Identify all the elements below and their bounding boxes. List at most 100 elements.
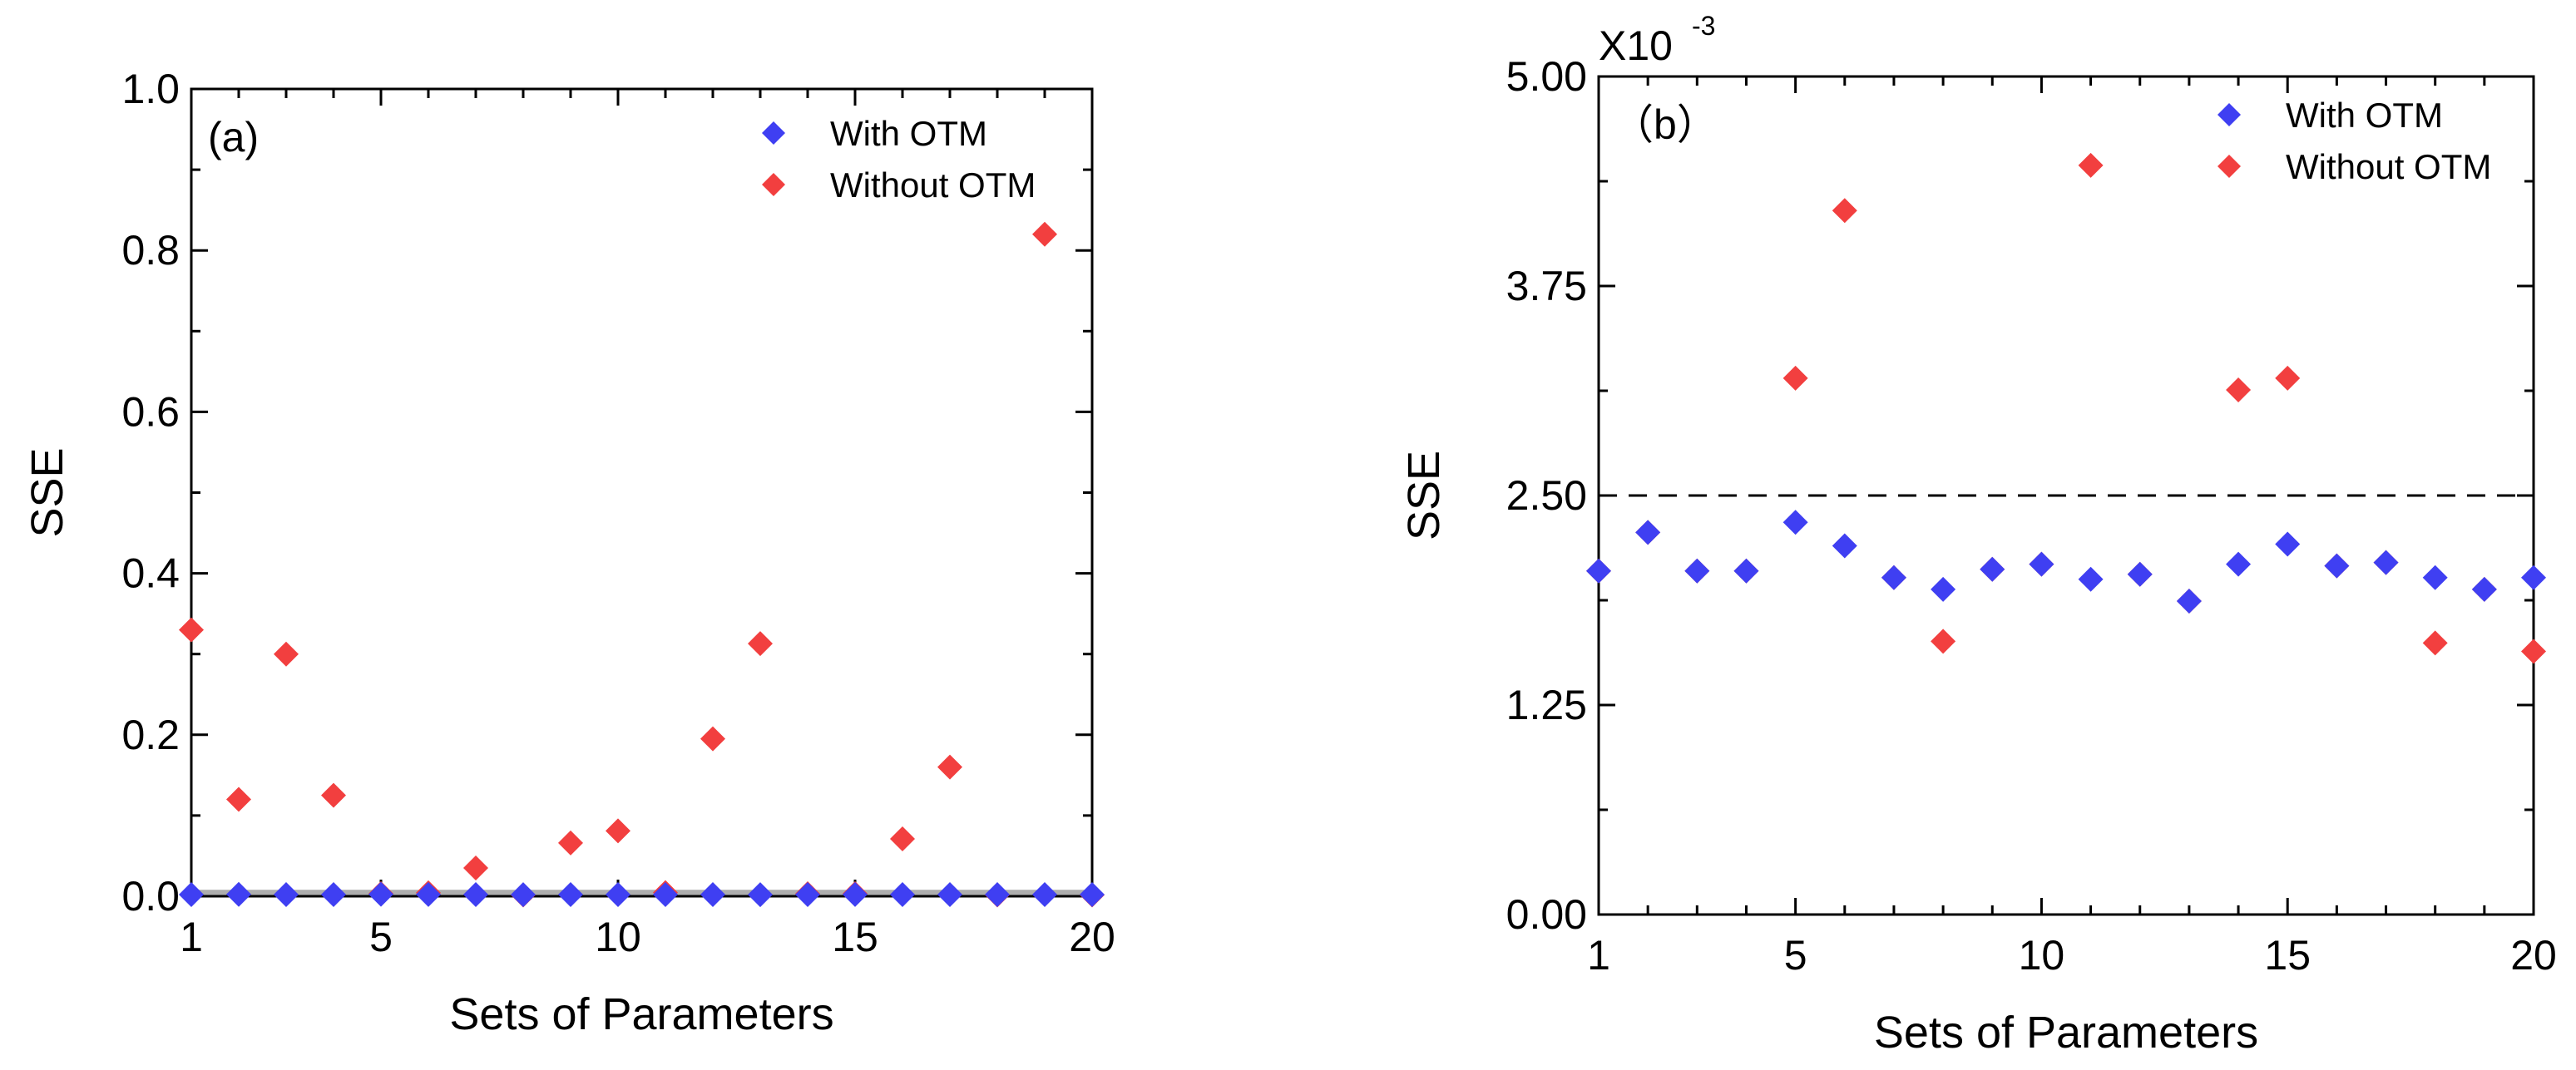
data-point-with-otm xyxy=(321,881,346,907)
data-point-with-otm xyxy=(2373,550,2399,575)
x-tick-label: 10 xyxy=(595,914,641,960)
y-tick-label: 0.4 xyxy=(121,550,180,597)
x-axis-title: Sets of Parameters xyxy=(1874,1008,2258,1058)
panel-label: （b） xyxy=(1612,101,1718,148)
data-point-with-otm xyxy=(558,881,583,907)
data-point-with-otm xyxy=(1032,882,1057,908)
data-point-with-otm xyxy=(1782,510,1808,535)
data-point-with-otm xyxy=(2029,551,2054,577)
y-tick-label: 1.0 xyxy=(121,66,180,112)
x-tick-label: 15 xyxy=(2264,932,2311,979)
data-point-with-otm xyxy=(2078,566,2104,592)
data-point-with-otm xyxy=(416,881,441,907)
data-point-with-otm xyxy=(1080,882,1105,908)
data-point-with-otm xyxy=(2471,576,2497,602)
data-point-without-otm xyxy=(2275,365,2301,391)
data-point-with-otm xyxy=(1881,565,1906,590)
data-point-with-otm xyxy=(274,881,299,907)
x-tick-label: 5 xyxy=(1784,932,1807,979)
data-point-with-otm xyxy=(795,881,820,907)
y-tick-label: 0.2 xyxy=(121,712,180,758)
x-tick-label: 5 xyxy=(369,914,393,960)
data-point-without-otm xyxy=(700,726,725,752)
data-point-with-otm xyxy=(985,882,1010,908)
data-point-without-otm xyxy=(1832,198,1857,224)
data-point-with-otm xyxy=(226,881,251,907)
data-point-without-otm xyxy=(1931,629,1956,654)
data-point-with-otm xyxy=(1980,556,2005,582)
data-point-without-otm xyxy=(1782,365,1808,391)
data-point-without-otm xyxy=(2226,377,2252,402)
data-point-without-otm xyxy=(179,617,204,643)
legend-marker-without-otm xyxy=(2218,155,2241,178)
y-axis-title: SSE xyxy=(22,447,72,537)
data-point-without-otm xyxy=(748,631,773,657)
data-point-without-otm xyxy=(2078,152,2104,178)
data-point-with-otm xyxy=(700,882,725,908)
data-point-with-otm xyxy=(937,881,962,907)
scale-multiplier: X10 xyxy=(1599,22,1673,69)
legend-marker-with-otm xyxy=(2218,103,2241,126)
x-tick-label: 1 xyxy=(1587,932,1610,979)
data-point-with-otm xyxy=(606,881,630,907)
data-point-with-otm xyxy=(1684,558,1710,584)
data-point-without-otm xyxy=(274,641,299,667)
data-point-with-otm xyxy=(1832,533,1857,559)
data-point-without-otm xyxy=(890,826,915,852)
x-tick-label: 10 xyxy=(2019,932,2065,979)
data-point-without-otm xyxy=(2422,630,2448,656)
x-axis-title: Sets of Parameters xyxy=(449,989,833,1039)
data-point-without-otm xyxy=(321,782,346,808)
y-axis-title: SSE xyxy=(1399,451,1449,540)
y-tick-label: 3.75 xyxy=(1506,263,1587,309)
y-tick-label: 0.8 xyxy=(121,227,180,274)
data-point-with-otm xyxy=(1586,558,1611,584)
data-point-with-otm xyxy=(2275,531,2301,557)
data-point-with-otm xyxy=(2521,565,2546,590)
data-point-with-otm xyxy=(368,881,393,907)
data-point-without-otm xyxy=(606,818,630,844)
data-point-without-otm xyxy=(937,754,962,780)
data-point-with-otm xyxy=(511,882,536,908)
data-point-with-otm xyxy=(843,881,868,907)
data-point-with-otm xyxy=(890,881,915,907)
legend-label: With OTM xyxy=(2286,96,2443,135)
data-point-with-otm xyxy=(2176,589,2202,614)
data-point-without-otm xyxy=(2521,639,2546,664)
data-point-with-otm xyxy=(2324,553,2350,579)
data-point-with-otm xyxy=(179,881,204,907)
data-point-without-otm xyxy=(226,786,251,812)
y-tick-label: 0.0 xyxy=(121,873,180,920)
y-tick-label: 0.6 xyxy=(121,388,180,435)
x-tick-label: 1 xyxy=(180,914,203,960)
y-tick-label: 1.25 xyxy=(1506,682,1587,728)
zero-band xyxy=(191,890,1092,896)
scale-multiplier-exponent: -3 xyxy=(1692,11,1715,41)
data-point-with-otm xyxy=(463,882,488,908)
data-point-without-otm xyxy=(463,856,488,881)
data-point-with-otm xyxy=(2422,565,2448,590)
data-point-with-otm xyxy=(2127,561,2153,587)
data-point-with-otm xyxy=(2226,551,2252,577)
plot-frame xyxy=(190,87,1094,898)
data-point-with-otm xyxy=(1733,558,1759,584)
data-point-without-otm xyxy=(558,830,583,856)
data-point-without-otm xyxy=(1032,221,1057,247)
x-tick-label: 15 xyxy=(832,914,878,960)
x-tick-label: 20 xyxy=(2510,932,2557,979)
legend-marker-with-otm xyxy=(762,121,785,145)
data-point-with-otm xyxy=(1635,520,1661,545)
y-tick-label: 0.00 xyxy=(1506,891,1587,938)
y-tick-label: 2.50 xyxy=(1506,472,1587,519)
y-tick-label: 5.00 xyxy=(1506,53,1587,100)
legend-marker-without-otm xyxy=(762,173,785,196)
legend-label: Without OTM xyxy=(830,165,1036,205)
data-point-with-otm xyxy=(1931,576,1956,602)
panel-label: (a) xyxy=(208,114,259,160)
legend-label: With OTM xyxy=(830,114,987,153)
data-point-with-otm xyxy=(653,882,678,908)
legend-label: Without OTM xyxy=(2286,147,2491,186)
